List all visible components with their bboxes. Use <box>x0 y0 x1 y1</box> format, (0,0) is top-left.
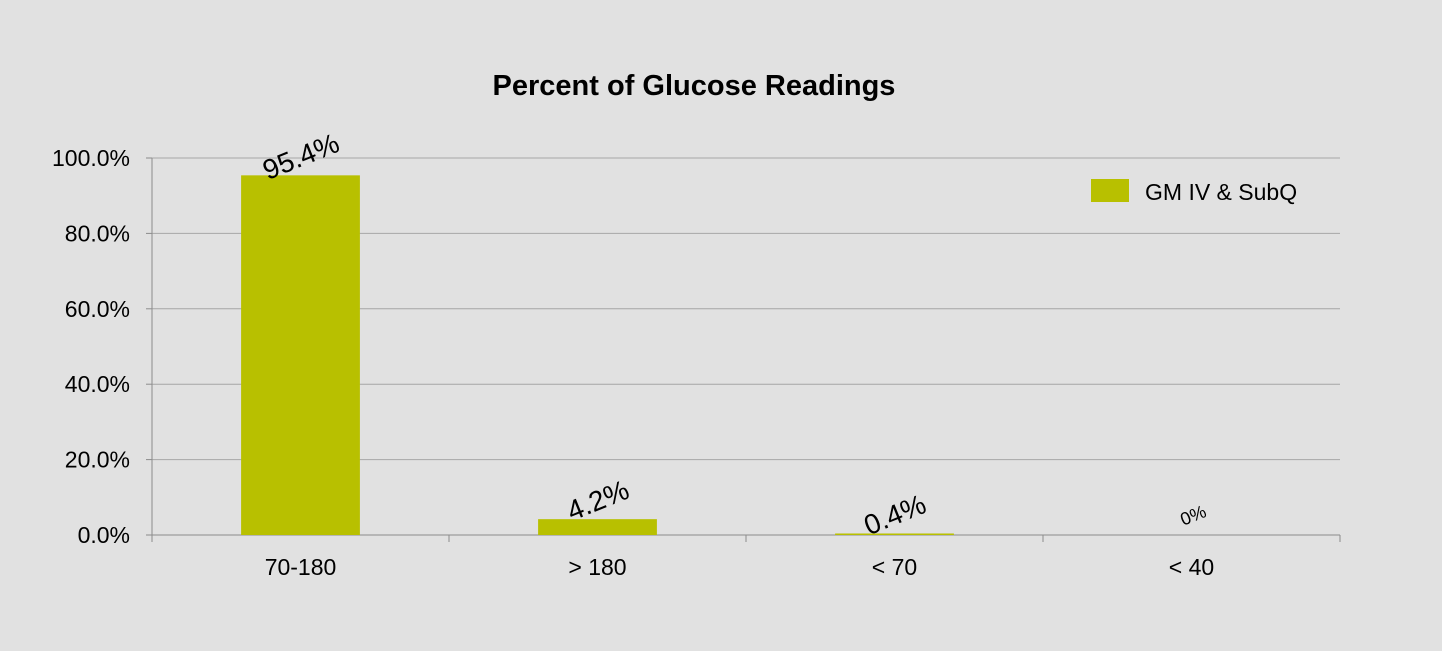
x-tick-label: < 70 <box>872 554 917 580</box>
legend-swatch <box>1091 179 1129 202</box>
data-label: 0.4% <box>860 488 931 541</box>
x-tick-label: < 40 <box>1169 554 1214 580</box>
bar <box>835 533 954 535</box>
y-tick-label: 100.0% <box>52 145 130 171</box>
y-tick-label: 40.0% <box>65 371 130 397</box>
y-tick-label: 0.0% <box>78 522 130 548</box>
x-tick-label: 70-180 <box>265 554 337 580</box>
y-axis: 0.0% 20.0% 40.0% 60.0% 80.0% 100.0% <box>52 145 153 548</box>
chart-title: Percent of Glucose Readings <box>493 70 896 102</box>
data-label: 4.2% <box>563 474 634 527</box>
y-tick-label: 60.0% <box>65 296 130 322</box>
bar <box>538 519 657 535</box>
x-axis: 70-180 > 180 < 70 < 40 <box>151 534 1341 580</box>
x-tick-label: > 180 <box>568 554 626 580</box>
bars <box>241 175 954 536</box>
y-tick-label: 80.0% <box>65 220 130 246</box>
legend-label: GM IV & SubQ <box>1145 179 1297 205</box>
data-labels: 95.4%4.2% 0.4% 0% <box>258 127 1209 541</box>
data-label: 0% <box>1177 501 1209 529</box>
bar <box>241 175 360 536</box>
legend: GM IV & SubQ <box>1091 179 1297 205</box>
y-tick-label: 20.0% <box>65 447 130 473</box>
